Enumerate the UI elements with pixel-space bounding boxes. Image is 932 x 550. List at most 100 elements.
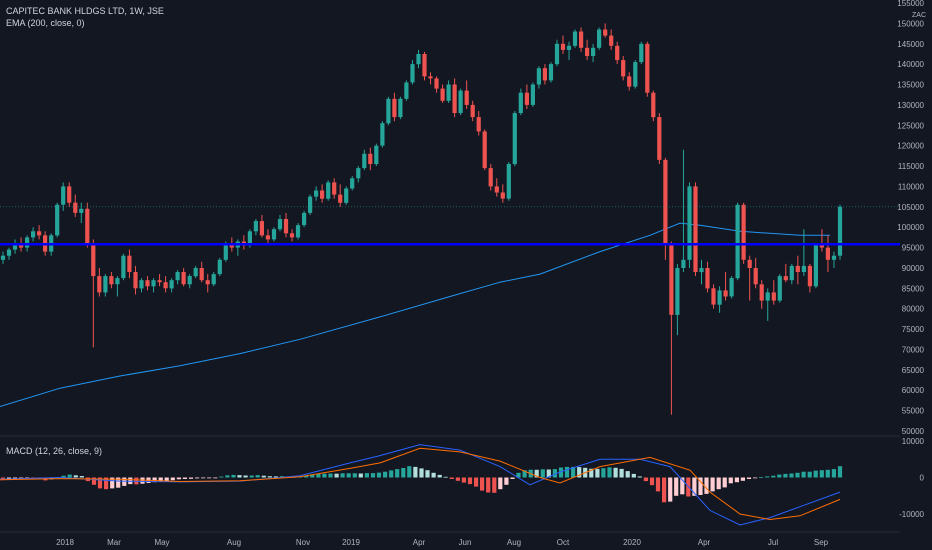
candle-body[interactable] — [422, 54, 427, 77]
candle-body[interactable] — [386, 98, 391, 124]
candle-body[interactable] — [669, 243, 674, 315]
price-axis[interactable]: 155000 150000 145000 140000 135000 130000 1250… — [897, 0, 932, 550]
candle-body[interactable] — [277, 219, 283, 230]
candle-body[interactable] — [145, 280, 150, 287]
candle-body[interactable] — [283, 219, 289, 234]
candle-body[interactable] — [404, 82, 409, 99]
candle-body[interactable] — [265, 235, 270, 240]
candle-body[interactable] — [121, 255, 126, 279]
candle-body[interactable] — [344, 188, 349, 203]
candle-body[interactable] — [699, 268, 704, 273]
candle-body[interactable] — [452, 84, 457, 114]
candle-body[interactable] — [223, 243, 228, 260]
candle-body[interactable] — [494, 186, 499, 193]
candle-body[interactable] — [807, 265, 812, 287]
candle-body[interactable] — [464, 90, 469, 105]
candle-body[interactable] — [813, 245, 818, 287]
candle-body[interactable] — [169, 280, 174, 289]
candle-body[interactable] — [217, 259, 222, 275]
candle-body[interactable] — [506, 164, 511, 199]
candle-body[interactable] — [61, 186, 66, 205]
candle-body[interactable] — [657, 117, 662, 160]
candle-body[interactable] — [6, 249, 12, 256]
candle-body[interactable] — [295, 225, 301, 238]
candle-body[interactable] — [753, 268, 758, 285]
candle-body[interactable] — [639, 43, 644, 63]
candle-body[interactable] — [542, 68, 547, 81]
candle-body[interactable] — [597, 29, 602, 48]
candle-body[interactable] — [211, 274, 216, 285]
candle-body[interactable] — [91, 243, 96, 277]
candle-body[interactable] — [229, 243, 234, 248]
candle-body[interactable] — [518, 92, 523, 114]
candle-body[interactable] — [187, 276, 192, 285]
candle-body[interactable] — [440, 88, 445, 101]
candle-body[interactable] — [645, 43, 650, 93]
candle-body[interactable] — [362, 153, 367, 169]
candles[interactable] — [0, 23, 843, 415]
candle-body[interactable] — [199, 268, 204, 281]
candle-body[interactable] — [729, 278, 734, 297]
candle-body[interactable] — [512, 113, 517, 165]
candle-body[interactable] — [428, 76, 433, 79]
candle-body[interactable] — [825, 247, 830, 260]
candle-body[interactable] — [133, 272, 138, 289]
horizontal-line-95813[interactable]: 95813 — [0, 238, 932, 251]
candle-body[interactable] — [783, 276, 788, 281]
candle-body[interactable] — [392, 98, 397, 118]
candle-body[interactable] — [247, 231, 252, 246]
candle-body[interactable] — [332, 182, 337, 195]
candle-body[interactable] — [651, 92, 656, 118]
candle-body[interactable] — [127, 255, 132, 272]
candle-body[interactable] — [705, 268, 710, 289]
candle-body[interactable] — [819, 245, 824, 248]
candle-body[interactable] — [55, 204, 60, 236]
candle-body[interactable] — [627, 76, 632, 87]
candle-body[interactable] — [789, 265, 794, 281]
candle-body[interactable] — [801, 265, 806, 272]
ema-legend[interactable]: EMA (200, close, 0) — [6, 18, 85, 28]
candle-body[interactable] — [765, 292, 770, 301]
macd-legend[interactable]: MACD (12, 26, close, 9) — [6, 446, 103, 456]
candle-body[interactable] — [67, 186, 72, 203]
candle-body[interactable] — [566, 45, 572, 50]
candle-body[interactable] — [579, 31, 584, 48]
candle-body[interactable] — [621, 60, 626, 77]
candle-body[interactable] — [603, 29, 608, 36]
candle-body[interactable] — [675, 268, 680, 315]
candle-body[interactable] — [85, 208, 90, 244]
candle-body[interactable] — [536, 68, 541, 85]
candle-body[interactable] — [193, 268, 198, 277]
candle-body[interactable] — [139, 280, 144, 289]
candle-body[interactable] — [97, 276, 102, 293]
candle-body[interactable] — [109, 276, 114, 285]
candle-body[interactable] — [741, 204, 746, 260]
candle-body[interactable] — [326, 182, 331, 199]
candle-body[interactable] — [314, 190, 319, 197]
candle-body[interactable] — [115, 278, 120, 285]
candle-body[interactable] — [37, 231, 42, 236]
candle-body[interactable] — [12, 243, 18, 250]
candle-body[interactable] — [470, 104, 475, 118]
candle-body[interactable] — [747, 259, 752, 268]
candle-body[interactable] — [271, 229, 277, 240]
candle-body[interactable] — [585, 47, 590, 56]
candle-body[interactable] — [181, 272, 186, 285]
macd-axis[interactable]: 10000 0 -10000 — [899, 437, 924, 519]
candle-body[interactable] — [0, 255, 6, 260]
candle-body[interactable] — [434, 78, 439, 89]
candle-body[interactable] — [591, 47, 596, 56]
candle-body[interactable] — [488, 168, 493, 187]
candle-body[interactable] — [320, 190, 325, 199]
candle-body[interactable] — [795, 265, 800, 272]
candle-body[interactable] — [25, 237, 30, 248]
candle-body[interactable] — [350, 178, 355, 189]
candle-body[interactable] — [374, 145, 379, 164]
time-axis[interactable]: 2018 Mar May Aug Nov 2019 Apr Jun Aug Oct 2020 Apr J… — [0, 531, 900, 547]
candle-body[interactable] — [380, 123, 385, 146]
candle-body[interactable] — [687, 186, 692, 260]
candle-body[interactable] — [482, 131, 487, 169]
candle-body[interactable] — [356, 168, 361, 179]
candle-body[interactable] — [663, 159, 668, 244]
